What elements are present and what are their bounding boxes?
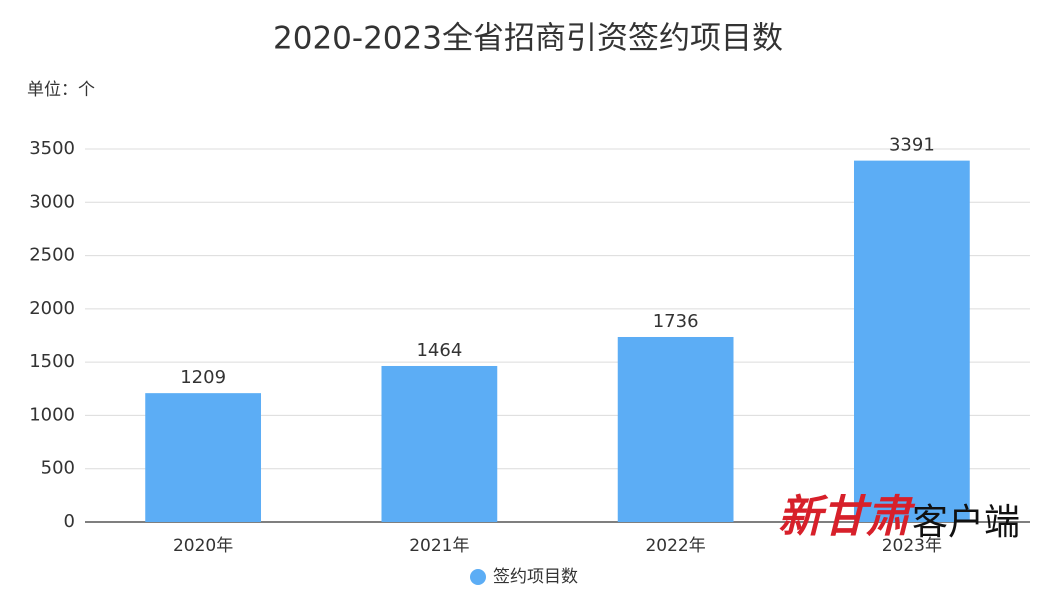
y-tick-label: 1500 xyxy=(29,351,75,372)
y-tick-label: 2000 xyxy=(29,298,75,319)
bar xyxy=(617,336,734,522)
x-tick-label: 2023年 xyxy=(882,536,942,556)
watermark-suffix: 客户端 xyxy=(912,502,1020,543)
y-tick-label: 2500 xyxy=(29,245,75,266)
bar xyxy=(853,160,970,523)
value-label: 1736 xyxy=(653,311,699,332)
value-label: 1209 xyxy=(180,367,226,388)
y-tick-label: 1000 xyxy=(29,404,75,425)
legend-swatch xyxy=(470,569,486,585)
x-tick-label: 2020年 xyxy=(173,536,233,556)
x-tick-label: 2021年 xyxy=(409,536,469,556)
value-label: 3391 xyxy=(889,135,935,156)
bar xyxy=(381,365,498,522)
y-tick-label: 3500 xyxy=(29,138,75,159)
value-label: 1464 xyxy=(416,340,462,361)
bar xyxy=(145,393,262,522)
unit-label: 单位：个 xyxy=(27,80,95,100)
y-tick-label: 0 xyxy=(64,511,75,532)
x-tick-label: 2022年 xyxy=(645,536,705,556)
y-tick-label: 3000 xyxy=(29,191,75,212)
chart-title: 2020-2023全省招商引资签约项目数 xyxy=(273,21,783,57)
y-tick-label: 500 xyxy=(41,458,75,479)
legend-label: 签约项目数 xyxy=(493,567,578,587)
watermark-brand: 新甘肃 xyxy=(778,492,916,543)
